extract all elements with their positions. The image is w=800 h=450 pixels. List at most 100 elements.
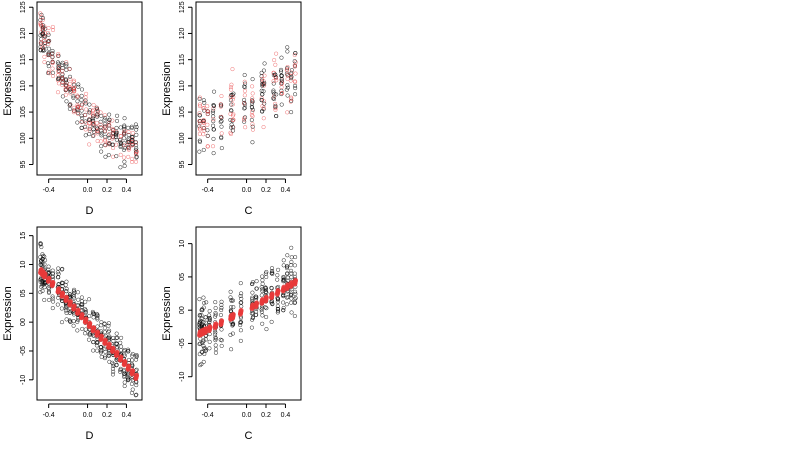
fitted-point xyxy=(289,95,294,100)
fitted-point xyxy=(46,31,51,36)
observed-point xyxy=(71,87,76,92)
fitted-point xyxy=(87,125,92,130)
observed-point xyxy=(197,149,202,154)
x-tick-label: -0.4 xyxy=(202,187,214,194)
observed-point xyxy=(82,307,88,312)
observed-point xyxy=(238,328,243,333)
observed-point xyxy=(279,78,284,83)
fitted-trend xyxy=(38,267,139,382)
observed-point xyxy=(90,118,95,123)
fitted-point xyxy=(83,100,88,105)
observed-point xyxy=(95,112,100,117)
fitted-point xyxy=(106,341,112,347)
observed-point xyxy=(263,285,268,290)
fitted-point xyxy=(84,107,89,112)
observed-point xyxy=(46,64,51,69)
x-axis-title: D xyxy=(86,205,94,217)
fitted-point xyxy=(56,51,61,57)
fitted-point xyxy=(38,11,43,16)
fitted-point xyxy=(129,137,135,142)
observed-point xyxy=(238,300,243,305)
fitted-point xyxy=(103,126,108,131)
observed-point xyxy=(43,44,48,49)
observed-point xyxy=(95,126,100,131)
observed-point xyxy=(55,302,60,307)
observed-point xyxy=(107,359,112,364)
observed-point xyxy=(63,306,69,311)
x-tick-label: 0.4 xyxy=(122,412,132,419)
observed-point xyxy=(279,92,284,97)
observed-point xyxy=(261,89,266,94)
x-tick-label: 0.2 xyxy=(261,187,271,194)
observed-point xyxy=(71,94,76,99)
fitted-point xyxy=(95,131,100,136)
fitted-point xyxy=(293,277,298,283)
observed-point xyxy=(102,122,107,127)
fitted-point xyxy=(249,112,254,117)
observed-point xyxy=(230,321,235,327)
observed-point xyxy=(254,309,259,314)
fitted-point xyxy=(241,101,247,106)
y-tick-label: 115 xyxy=(179,54,186,65)
plot-frame xyxy=(195,226,302,401)
observed-point xyxy=(87,332,92,337)
observed-point xyxy=(42,285,47,290)
observed-point xyxy=(203,348,208,353)
observed-point xyxy=(95,114,100,119)
observed-point xyxy=(238,281,243,286)
observed-point xyxy=(67,103,72,108)
fitted-point xyxy=(63,86,68,91)
y-axis-title: Expression xyxy=(161,61,173,115)
fitted-point xyxy=(271,79,276,84)
x-axis: -0.4 0.0 0.2 0.4 xyxy=(202,403,290,419)
observed-point xyxy=(99,133,104,138)
fitted-point xyxy=(205,111,210,117)
fitted-point xyxy=(55,90,61,95)
observed-point xyxy=(79,302,84,307)
observed-point xyxy=(122,369,127,374)
fitted-point xyxy=(275,288,281,293)
observed-point xyxy=(269,285,274,290)
fitted-point xyxy=(38,40,43,45)
observed-point xyxy=(122,349,127,354)
observed-point xyxy=(114,154,119,159)
fitted-point xyxy=(42,60,47,65)
observed-point xyxy=(285,295,290,300)
observed-point xyxy=(278,69,284,74)
observed-point xyxy=(273,72,278,77)
observed-point xyxy=(238,323,243,328)
observed-point xyxy=(264,306,269,311)
observed-point xyxy=(83,124,88,129)
fitted-point xyxy=(111,154,116,159)
fitted-point xyxy=(91,325,97,330)
observed-point xyxy=(42,254,47,259)
fitted-point xyxy=(46,41,51,47)
observed-point xyxy=(114,118,120,123)
observed-point xyxy=(133,150,138,155)
fitted-point xyxy=(133,159,139,164)
observed-point xyxy=(119,344,124,349)
observed-point xyxy=(90,309,95,314)
observed-point xyxy=(114,132,119,138)
observed-point xyxy=(201,338,206,343)
observed-point xyxy=(219,338,224,343)
y-axis-title: Expression xyxy=(2,61,14,115)
observed-point xyxy=(219,124,224,129)
observed-point xyxy=(230,128,236,133)
observed-point xyxy=(270,268,275,274)
fitted-point xyxy=(231,112,236,117)
observed-point xyxy=(253,312,258,317)
observed-point xyxy=(279,81,284,86)
fitted-point xyxy=(122,358,128,364)
observed-point xyxy=(242,105,247,110)
observed-point xyxy=(201,98,206,103)
fitted-point xyxy=(130,156,135,161)
observed-point xyxy=(79,97,84,102)
fitted-point xyxy=(118,134,123,139)
observed-point xyxy=(83,133,88,138)
observed-point xyxy=(50,54,55,59)
y-tick-label: 05 xyxy=(179,273,186,281)
observed-point xyxy=(273,103,278,108)
fitted-point xyxy=(87,142,92,147)
fitted-point xyxy=(103,128,108,133)
